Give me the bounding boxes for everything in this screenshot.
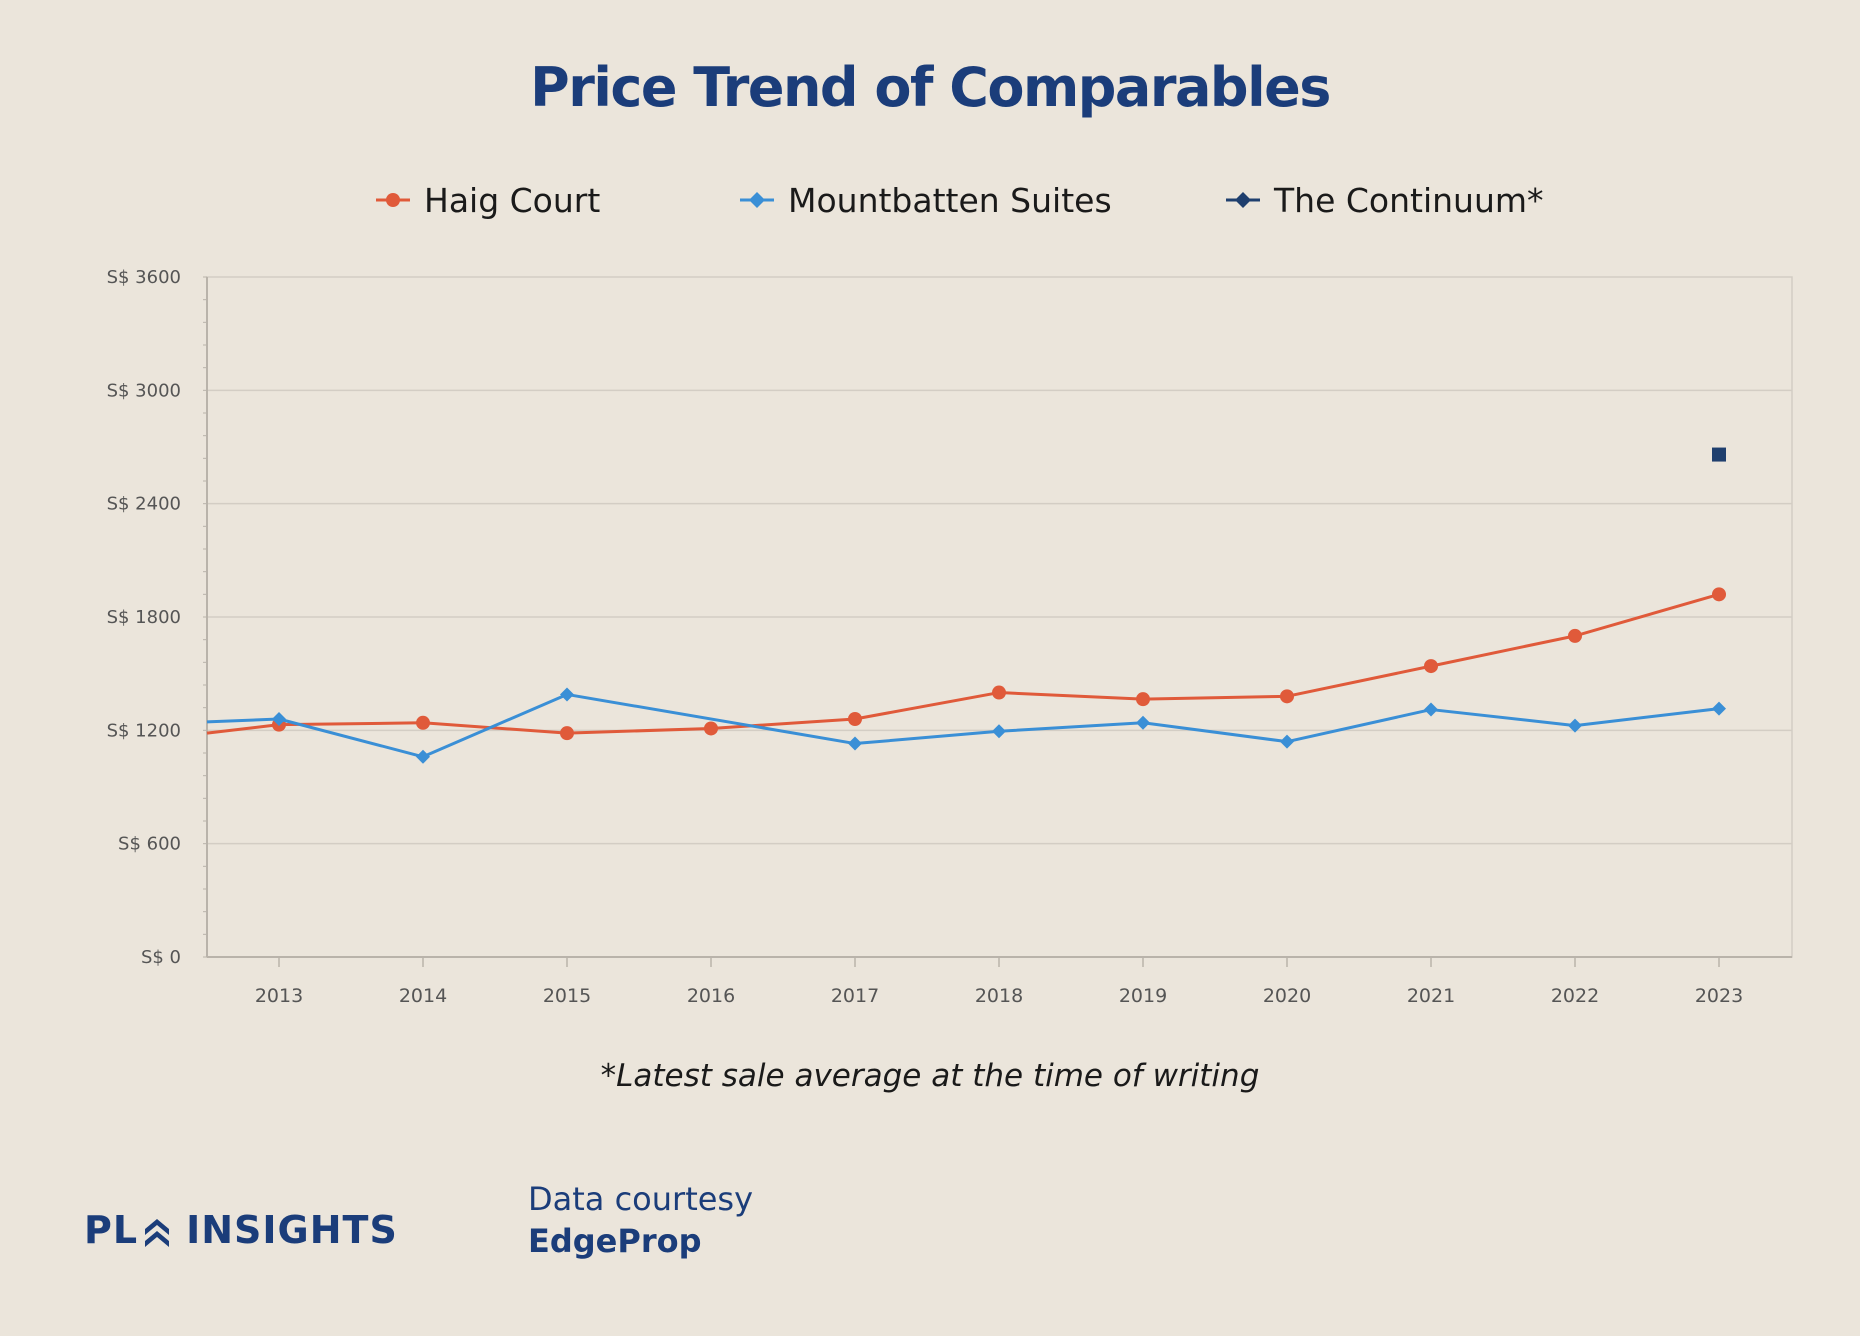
x-tick-label: 2018 <box>975 985 1023 1007</box>
data-point <box>1424 702 1438 717</box>
x-tick-label: 2021 <box>1407 985 1455 1007</box>
y-tick-label: S$ 1200 <box>107 720 181 741</box>
legend-marker-the-continuum <box>1226 192 1260 208</box>
data-point <box>416 715 430 730</box>
footnote: *Latest sale average at the time of writ… <box>600 1058 1260 1094</box>
data-point <box>1280 689 1294 704</box>
x-tick-label: 2017 <box>831 985 879 1007</box>
x-tick-label: 2022 <box>1551 985 1599 1007</box>
legend-item-the-continuum[interactable]: The Continuum* <box>1226 172 1544 228</box>
logo-text-left: PL <box>84 1208 139 1252</box>
x-tick-label: 2016 <box>687 985 735 1007</box>
data-point <box>704 721 718 736</box>
courtesy-source: EdgeProp <box>528 1222 702 1260</box>
data-point <box>1712 701 1726 716</box>
legend-marker-mountbatten-suites <box>740 192 774 208</box>
legend-label-mountbatten-suites: Mountbatten Suites <box>788 180 1112 220</box>
y-tick-label: S$ 3600 <box>107 267 181 288</box>
y-tick-label: S$ 0 <box>141 947 181 968</box>
x-tick-label: 2014 <box>399 985 447 1007</box>
legend-item-haig-court[interactable]: Haig Court <box>376 172 600 228</box>
courtesy-label: Data courtesy <box>528 1180 754 1218</box>
data-point <box>560 687 574 702</box>
data-courtesy: Data courtesy EdgeProp <box>528 1180 753 1260</box>
data-point <box>848 736 862 751</box>
pl-insights-logo: PL INSIGHTS <box>84 1206 398 1254</box>
legend-label-haig-court: Haig Court <box>424 180 601 220</box>
data-point <box>1568 718 1582 733</box>
chart-title: Price Trend of Comparables <box>530 56 1331 119</box>
data-point <box>560 726 574 741</box>
data-point <box>1280 734 1294 749</box>
series-line-0 <box>206 592 1720 735</box>
logo-text-right: INSIGHTS <box>186 1208 398 1252</box>
data-point <box>1424 659 1438 674</box>
y-tick-label: S$ 2400 <box>107 494 181 515</box>
data-point <box>848 712 862 726</box>
x-tick-label: 2015 <box>543 985 591 1007</box>
x-tick-label: 2020 <box>1263 985 1311 1007</box>
data-point <box>992 685 1006 700</box>
y-tick-label: S$ 3000 <box>107 380 181 401</box>
data-point <box>1568 628 1582 643</box>
y-tick-label: S$ 1800 <box>107 607 181 628</box>
data-point <box>1136 692 1150 707</box>
y-tick-label: S$ 600 <box>118 834 181 855</box>
data-point <box>416 749 430 764</box>
data-point <box>1136 715 1150 730</box>
legend: Haig Court Mountbatten Suites The Contin… <box>0 172 1860 228</box>
data-point <box>272 712 286 726</box>
data-point <box>1712 447 1726 462</box>
legend-marker-haig-court <box>376 193 410 207</box>
data-point <box>1712 587 1726 602</box>
data-point <box>992 724 1006 739</box>
series-line-1 <box>206 692 1720 759</box>
x-tick-label: 2023 <box>1695 985 1743 1007</box>
x-tick-label: 2019 <box>1119 985 1167 1007</box>
legend-item-mountbatten-suites[interactable]: Mountbatten Suites <box>740 172 1112 228</box>
x-tick-label: 2013 <box>255 985 303 1007</box>
legend-label-the-continuum: The Continuum* <box>1274 180 1544 220</box>
chevron-up-icon <box>145 1219 170 1247</box>
